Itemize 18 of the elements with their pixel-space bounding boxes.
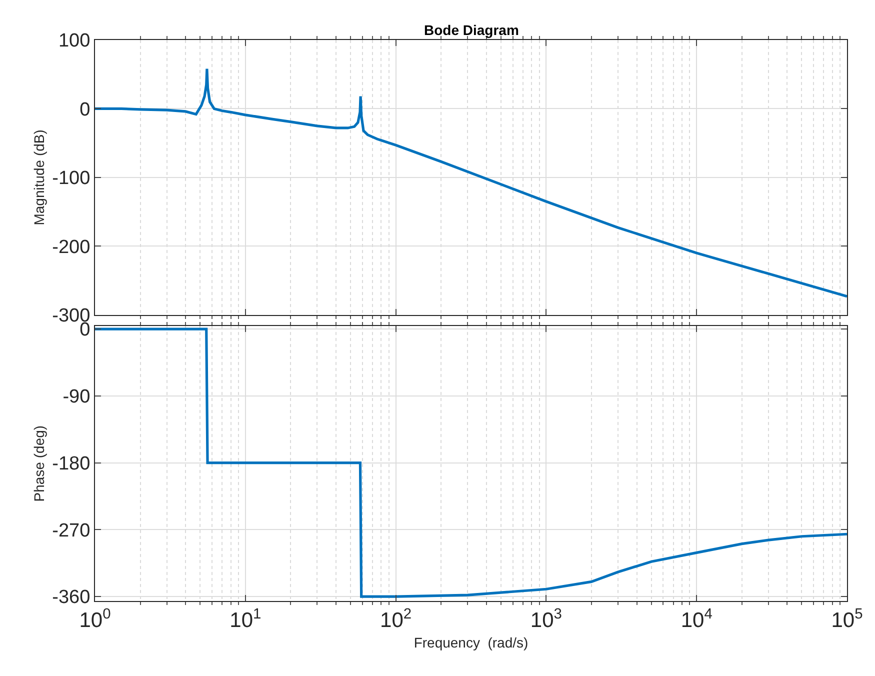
y-tick-label: 0 (80, 99, 90, 120)
x-tick-label: 10$^{1}$ (230, 606, 262, 632)
x-tick-label: 10$^{5}$ (831, 606, 863, 632)
chart-title: Bode Diagram (424, 22, 519, 38)
y-tick-label: -180 (52, 453, 90, 474)
y-tick-label: -360 (52, 587, 90, 608)
x-tick-label: 10$^{4}$ (680, 606, 712, 632)
x-tick-label: 10$^{2}$ (380, 606, 412, 632)
y-tick-label: -200 (52, 236, 90, 258)
x-axis-title: Frequency (rad/s) (414, 634, 528, 650)
y-axis-title: Phase (deg) (30, 425, 47, 502)
y-tick-label: -270 (52, 520, 90, 542)
x-tick-label: 10$^{3}$ (530, 606, 562, 632)
y-tick-label: -90 (62, 386, 90, 408)
y-tick-label: 100 (58, 30, 90, 52)
y-tick-label: -100 (52, 168, 90, 190)
y-axis-title: Magnitude (dB) (30, 130, 47, 226)
x-tick-label: 10$^{0}$ (79, 606, 111, 632)
